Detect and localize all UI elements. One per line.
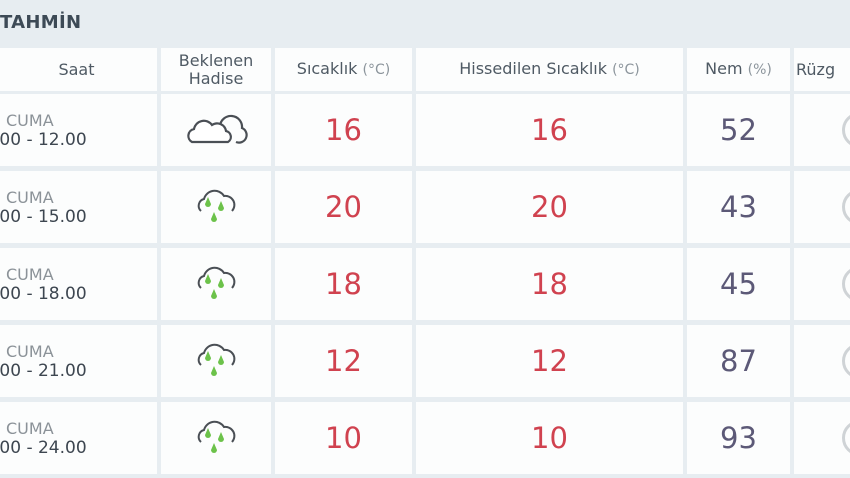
feels-like-value: 10 bbox=[531, 421, 568, 455]
rain-icon bbox=[197, 343, 236, 376]
temperature-value: 10 bbox=[325, 421, 362, 455]
time-cell: CUMA .00 - 15.00 bbox=[0, 171, 157, 243]
time-range: .00 - 24.00 bbox=[0, 437, 87, 458]
header-label: Sıcaklık bbox=[296, 59, 358, 78]
feels-cell: 16 bbox=[416, 94, 683, 166]
temperature-value: 16 bbox=[325, 113, 362, 147]
temp-cell: 20 bbox=[275, 171, 412, 243]
header-label: Nem bbox=[705, 59, 743, 78]
wind-gauge-icon bbox=[842, 343, 850, 379]
humidity-cell: 52 bbox=[687, 94, 790, 166]
time-cell: CUMA .00 - 18.00 bbox=[0, 248, 157, 320]
temp-cell: 16 bbox=[275, 94, 412, 166]
day-label: CUMA bbox=[6, 187, 54, 207]
header-hadise: Beklenen Hadise bbox=[161, 48, 271, 91]
time-cell: CUMA .00 - 24.00 bbox=[0, 402, 157, 474]
feels-like-value: 12 bbox=[531, 344, 568, 378]
humidity-value: 93 bbox=[720, 421, 757, 455]
humidity-cell: 45 bbox=[687, 248, 790, 320]
temp-cell: 12 bbox=[275, 325, 412, 397]
day-label: CUMA bbox=[6, 264, 54, 284]
header-ruzgar: Rüzg bbox=[794, 48, 850, 91]
day-label: CUMA bbox=[6, 418, 54, 438]
header-label: Hadise bbox=[188, 68, 244, 88]
time-range: .00 - 18.00 bbox=[0, 283, 87, 304]
header-nem: Nem (%) bbox=[687, 48, 790, 91]
time-range: .00 - 12.00 bbox=[0, 129, 87, 150]
section-title: TAHMİN bbox=[0, 12, 82, 33]
weather-cell bbox=[161, 94, 271, 166]
wind-cell bbox=[794, 248, 850, 320]
wind-cell bbox=[794, 171, 850, 243]
humidity-value: 87 bbox=[720, 344, 757, 378]
humidity-value: 43 bbox=[720, 190, 757, 224]
header-saat: Saat bbox=[0, 48, 157, 91]
wind-cell bbox=[794, 94, 850, 166]
cloudy-icon bbox=[187, 114, 248, 144]
time-range: .00 - 15.00 bbox=[0, 206, 87, 227]
temp-cell: 10 bbox=[275, 402, 412, 474]
rain-icon bbox=[197, 266, 236, 299]
day-label: CUMA bbox=[6, 110, 54, 130]
humidity-value: 45 bbox=[720, 267, 757, 301]
header-unit: (%) bbox=[747, 62, 772, 78]
wind-cell bbox=[794, 402, 850, 474]
day-label: CUMA bbox=[6, 341, 54, 361]
header-label: Beklenen bbox=[178, 50, 254, 70]
rain-icon bbox=[197, 420, 236, 453]
wind-gauge-icon bbox=[842, 112, 850, 148]
temperature-value: 18 bbox=[325, 267, 362, 301]
feels-cell: 10 bbox=[416, 402, 683, 474]
wind-gauge-icon bbox=[842, 266, 850, 302]
header-label: Rüzg bbox=[796, 59, 836, 79]
humidity-cell: 93 bbox=[687, 402, 790, 474]
temperature-value: 12 bbox=[325, 344, 362, 378]
feels-like-value: 16 bbox=[531, 113, 568, 147]
time-cell: CUMA .00 - 21.00 bbox=[0, 325, 157, 397]
header-label: Saat bbox=[58, 59, 95, 79]
header-unit: (°C) bbox=[612, 62, 640, 78]
rain-icon bbox=[197, 189, 236, 222]
time-range: .00 - 21.00 bbox=[0, 360, 87, 381]
wind-cell bbox=[794, 325, 850, 397]
wind-gauge-icon bbox=[842, 189, 850, 225]
weather-cell bbox=[161, 325, 271, 397]
weather-cell bbox=[161, 402, 271, 474]
feels-cell: 20 bbox=[416, 171, 683, 243]
feels-cell: 18 bbox=[416, 248, 683, 320]
humidity-cell: 43 bbox=[687, 171, 790, 243]
header-sicaklik: Sıcaklık (°C) bbox=[275, 48, 412, 91]
header-unit: (°C) bbox=[362, 62, 391, 78]
temperature-value: 20 bbox=[325, 190, 362, 224]
wind-gauge-icon bbox=[842, 420, 850, 456]
humidity-cell: 87 bbox=[687, 325, 790, 397]
feels-like-value: 18 bbox=[531, 267, 568, 301]
header-label: Hissedilen Sıcaklık bbox=[459, 59, 607, 78]
weather-cell bbox=[161, 171, 271, 243]
temp-cell: 18 bbox=[275, 248, 412, 320]
feels-like-value: 20 bbox=[531, 190, 568, 224]
humidity-value: 52 bbox=[720, 113, 757, 147]
time-cell: CUMA .00 - 12.00 bbox=[0, 94, 157, 166]
weather-cell bbox=[161, 248, 271, 320]
feels-cell: 12 bbox=[416, 325, 683, 397]
header-hissedilen: Hissedilen Sıcaklık (°C) bbox=[416, 48, 683, 91]
